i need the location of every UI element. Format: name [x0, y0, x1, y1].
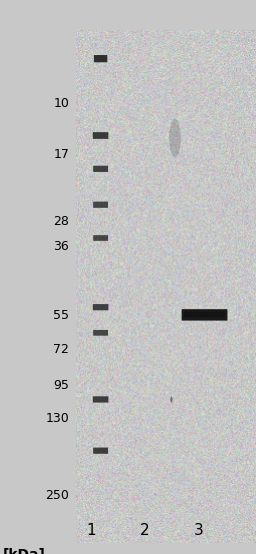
Text: 250: 250: [45, 489, 69, 502]
Text: 17: 17: [53, 148, 69, 161]
Text: 130: 130: [45, 412, 69, 425]
Text: 28: 28: [53, 215, 69, 228]
FancyBboxPatch shape: [93, 448, 108, 454]
Ellipse shape: [170, 396, 173, 403]
Text: 3: 3: [194, 523, 203, 538]
FancyBboxPatch shape: [93, 396, 108, 403]
Text: 2: 2: [140, 523, 150, 538]
FancyBboxPatch shape: [93, 202, 108, 208]
Text: 1: 1: [86, 523, 96, 538]
FancyBboxPatch shape: [94, 55, 107, 62]
Ellipse shape: [169, 119, 181, 157]
Text: 55: 55: [53, 310, 69, 322]
Text: 36: 36: [53, 240, 69, 253]
FancyBboxPatch shape: [93, 132, 108, 139]
FancyBboxPatch shape: [93, 235, 108, 241]
Text: 10: 10: [53, 97, 69, 110]
FancyBboxPatch shape: [93, 330, 108, 336]
Text: 72: 72: [53, 343, 69, 356]
Text: [kDa]: [kDa]: [3, 548, 45, 554]
FancyBboxPatch shape: [93, 304, 108, 310]
FancyBboxPatch shape: [182, 309, 227, 321]
FancyBboxPatch shape: [184, 311, 225, 317]
FancyBboxPatch shape: [93, 166, 108, 172]
Text: 95: 95: [53, 379, 69, 392]
